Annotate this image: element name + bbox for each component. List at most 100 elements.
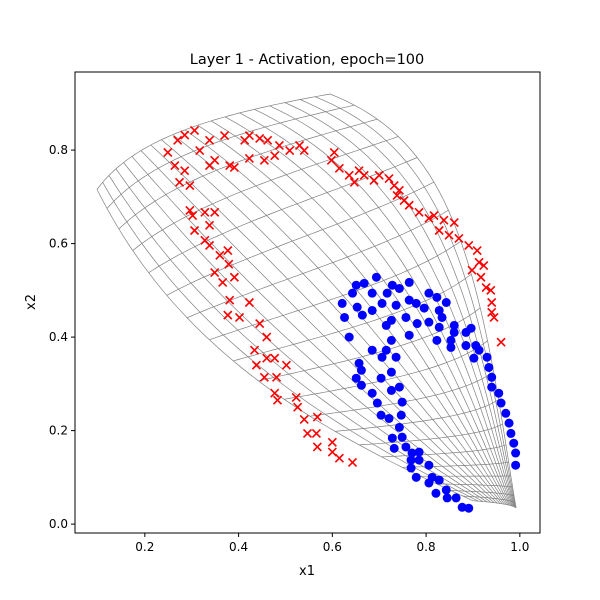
y-axis-ticks: 0.0 0.2 0.4 0.6 0.8	[49, 143, 75, 531]
blue-circle-marker	[457, 502, 467, 512]
red-x-marker	[223, 310, 233, 320]
blue-circle-marker	[381, 345, 391, 355]
red-x-marker	[244, 153, 254, 164]
blue-circle-marker	[397, 432, 407, 442]
red-x-marker	[489, 312, 499, 323]
blue-circle-marker	[340, 312, 350, 322]
x-tick-label: 0.2	[135, 540, 154, 554]
red-x-marker	[349, 177, 359, 187]
red-x-marker	[404, 200, 414, 210]
blue-circle-marker	[352, 302, 362, 312]
blue-circle-marker	[441, 485, 451, 495]
blue-circle-marker	[469, 353, 479, 363]
blue-circle-marker	[414, 447, 424, 457]
red-x-marker	[439, 215, 449, 225]
red-x-marker	[218, 277, 228, 287]
x-tick-label: 0.8	[417, 540, 436, 554]
blue-circle-marker	[482, 352, 492, 362]
blue-circle-marker	[434, 305, 444, 315]
blue-circle-marker	[501, 408, 511, 418]
y-tick-label: 0.4	[49, 330, 68, 344]
blue-circle-marker	[396, 410, 406, 420]
blue-circle-marker	[504, 418, 514, 428]
red-x-marker	[244, 297, 254, 308]
blue-circle-marker	[391, 300, 401, 310]
x-tick-label: 0.4	[229, 540, 248, 554]
y-axis-label: x2	[24, 294, 39, 310]
blue-circle-marker	[406, 463, 416, 473]
red-x-marker	[299, 414, 309, 424]
blue-circle-marker	[496, 398, 506, 408]
blue-circle-marker	[351, 280, 361, 290]
chart-title: Layer 1 - Activation, epoch=100	[190, 52, 425, 68]
red-x-marker	[170, 160, 180, 171]
red-x-marker	[327, 437, 337, 447]
blue-circle-marker	[407, 448, 417, 458]
red-x-marker	[392, 190, 402, 200]
blue-circle-marker	[348, 288, 357, 298]
blue-circle-marker	[446, 335, 456, 345]
blue-circle-marker	[449, 320, 459, 330]
red-x-marker	[434, 225, 444, 236]
blue-circle-marker	[367, 305, 377, 315]
blue-circle-marker	[487, 372, 497, 382]
red-x-marker	[384, 174, 394, 184]
blue-circle-marker	[397, 397, 407, 407]
blue-circle-marker	[337, 298, 347, 308]
red-x-marker	[173, 135, 183, 145]
mesh-line	[309, 371, 494, 417]
red-x-marker	[262, 332, 272, 342]
red-x-marker	[444, 230, 454, 240]
red-x-marker	[474, 257, 484, 267]
blue-circle-marker	[389, 443, 399, 453]
red-x-marker	[312, 412, 322, 422]
red-x-marker	[255, 133, 265, 143]
red-x-marker	[285, 145, 295, 156]
red-x-marker	[262, 353, 272, 363]
blue-circle-marker	[404, 277, 414, 287]
activation-mesh	[96, 93, 517, 509]
blue-circle-marker	[356, 365, 366, 375]
blue-circle-marker	[494, 388, 504, 398]
blue-circle-marker	[412, 319, 422, 329]
blue-circle-marker	[351, 373, 361, 383]
mesh-line	[314, 96, 516, 508]
red-x-marker	[347, 457, 358, 467]
red-x-marker	[255, 318, 265, 329]
blue-circle-marker	[474, 345, 484, 355]
blue-circle-marker	[434, 322, 444, 332]
blue-circle-marker	[357, 310, 367, 320]
red-x-marker	[329, 147, 339, 157]
red-x-marker	[394, 185, 404, 195]
x-axis-label: x1	[299, 564, 315, 579]
blue-circle-marker	[387, 280, 397, 290]
red-x-marker	[271, 372, 282, 382]
red-x-marker	[259, 155, 269, 165]
blue-circle-marker	[391, 352, 401, 362]
blue-circle-marker	[434, 475, 444, 485]
mesh-line	[284, 102, 515, 507]
y-tick-label: 0.8	[49, 143, 68, 157]
red-x-marker	[481, 282, 491, 293]
red-x-marker	[374, 170, 384, 180]
blue-circle-marker	[386, 335, 396, 345]
red-x-marker	[223, 246, 233, 256]
mesh-line	[269, 105, 514, 507]
red-x-marker	[200, 207, 210, 217]
blue-circle-marker	[511, 448, 521, 458]
red-x-marker	[188, 210, 198, 221]
y-tick-label: 0.2	[49, 424, 68, 438]
red-x-marker	[281, 360, 291, 370]
x-tick-label: 0.6	[323, 540, 342, 554]
y-tick-label: 0.6	[49, 237, 68, 251]
red-x-marker	[270, 353, 280, 363]
red-x-marker	[302, 428, 313, 438]
red-x-marker	[359, 170, 369, 180]
blue-circle-marker	[442, 493, 452, 503]
red-x-marker	[424, 213, 434, 223]
mesh-line	[197, 124, 509, 506]
red-x-marker	[200, 235, 210, 245]
red-x-marker	[487, 297, 497, 308]
blue-circle-marker	[371, 272, 381, 282]
blue-circle-marker	[386, 385, 396, 395]
